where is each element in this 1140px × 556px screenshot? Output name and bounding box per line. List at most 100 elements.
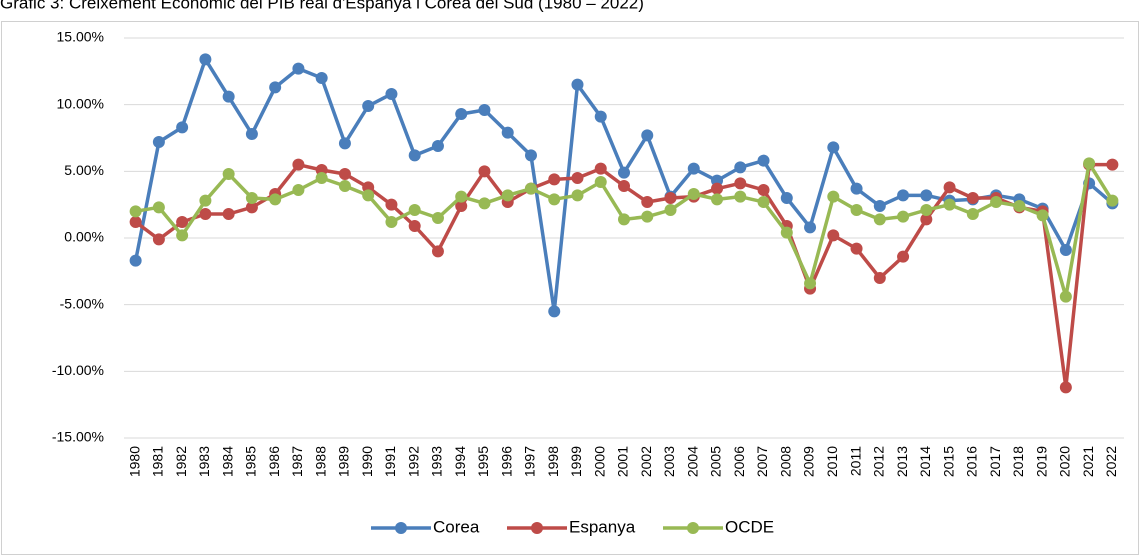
data-point (176, 229, 189, 242)
data-point (594, 176, 607, 188)
data-point (222, 168, 235, 180)
x-tick-label: 2004 (684, 446, 700, 477)
data-point (292, 62, 305, 75)
x-tick-label: 1994 (452, 446, 468, 477)
data-point (152, 201, 165, 214)
x-tick-label: 1997 (522, 446, 538, 477)
data-point (873, 200, 886, 212)
data-point (176, 121, 189, 134)
data-point (1013, 200, 1026, 212)
data-point (455, 108, 468, 120)
data-point (524, 182, 537, 195)
data-point (1106, 194, 1119, 207)
data-point (245, 192, 258, 204)
data-point (850, 204, 863, 216)
data-point (1059, 244, 1072, 256)
data-point (873, 213, 886, 226)
chart-title: Gràfic 3: Creixement Econòmic del PIB re… (0, 0, 644, 12)
data-point (1036, 209, 1049, 222)
x-tick-label: 2020 (1057, 446, 1073, 477)
data-point (920, 213, 933, 226)
x-tick-label: 1999 (568, 446, 584, 477)
legend-label: OCDE (725, 517, 774, 536)
data-point (455, 190, 468, 203)
data-point (269, 193, 282, 206)
data-point (199, 53, 212, 66)
data-point (873, 272, 886, 284)
data-point (734, 190, 747, 203)
data-point (338, 180, 351, 192)
data-point (664, 192, 677, 204)
x-tick-label: 2021 (1080, 446, 1096, 477)
data-point (618, 213, 630, 226)
x-tick-label: 1995 (475, 446, 491, 477)
data-point (129, 254, 142, 267)
x-tick-label: 2001 (615, 446, 631, 477)
data-point (269, 81, 282, 94)
chart-frame (1, 21, 1139, 555)
data-point (571, 78, 584, 91)
data-point (222, 90, 235, 103)
data-point (641, 210, 654, 223)
x-tick-label: 2011 (847, 446, 863, 476)
data-point (245, 128, 258, 140)
x-tick-label: 1990 (359, 446, 375, 477)
data-point (222, 208, 235, 220)
data-point (618, 180, 630, 192)
data-point (338, 137, 351, 150)
x-tick-label: 1984 (219, 446, 235, 477)
x-tick-label: 1985 (243, 446, 259, 477)
data-point (618, 166, 630, 179)
data-point (594, 162, 607, 175)
data-point (548, 173, 561, 186)
x-tick-label: 1986 (266, 446, 282, 477)
data-point (431, 140, 444, 152)
data-point (780, 226, 793, 239)
data-point (641, 196, 654, 208)
data-point (478, 165, 491, 178)
data-point (385, 198, 398, 211)
legend-label: Corea (433, 517, 480, 536)
data-point (943, 181, 956, 194)
x-tick-label: 1983 (196, 446, 212, 477)
data-point (431, 212, 444, 224)
y-tick-label: -15.00% (52, 429, 104, 445)
data-point (757, 184, 770, 196)
x-tick-label: 2022 (1103, 446, 1119, 477)
data-point (711, 193, 724, 206)
data-point (129, 216, 142, 228)
data-point (315, 72, 328, 84)
data-point (641, 129, 654, 142)
data-point (292, 184, 305, 196)
data-point (478, 104, 491, 116)
x-tick-label: 2015 (940, 446, 956, 477)
data-point (990, 196, 1003, 208)
y-tick-label: -5.00% (60, 295, 104, 311)
x-tick-label: 2008 (777, 446, 793, 477)
data-point (478, 197, 491, 210)
data-point (943, 198, 956, 211)
data-point (780, 192, 793, 204)
data-point (129, 205, 142, 218)
data-point (501, 126, 514, 139)
x-tick-label: 1980 (126, 446, 142, 477)
x-tick-label: 1993 (429, 446, 445, 477)
data-point (199, 194, 212, 207)
x-tick-label: 2014 (917, 446, 933, 477)
data-point (408, 204, 421, 216)
x-tick-label: 2012 (871, 446, 887, 477)
data-point (757, 154, 770, 167)
x-tick-label: 2019 (1033, 446, 1049, 477)
data-point (524, 149, 537, 162)
data-point (827, 190, 840, 203)
x-tick-label: 2003 (661, 446, 677, 477)
data-point (385, 88, 398, 100)
legend-marker (531, 522, 543, 534)
data-point (199, 208, 212, 220)
data-point (431, 245, 444, 258)
data-point (850, 242, 863, 255)
data-point (362, 100, 375, 112)
x-tick-label: 1981 (150, 446, 166, 477)
x-tick-label: 2017 (987, 446, 1003, 477)
data-point (1059, 290, 1072, 303)
